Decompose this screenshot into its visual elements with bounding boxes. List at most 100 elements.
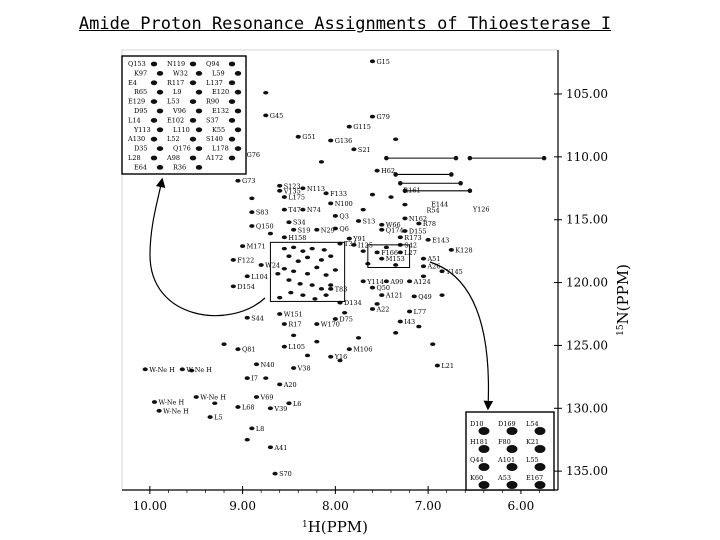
inset-peak: [195, 127, 203, 133]
x-tick-label: 10.00: [133, 499, 167, 513]
peak: [332, 268, 338, 272]
inset-right-label: A101: [497, 456, 515, 464]
inset-right-label: A53: [497, 474, 511, 482]
peak-label: M106: [353, 346, 372, 354]
peak: [416, 221, 422, 226]
peak-label: S83: [256, 209, 269, 217]
peak-label: I7: [251, 375, 258, 383]
peak: [383, 245, 389, 250]
peak-label: G79: [376, 113, 389, 121]
peak: [425, 237, 431, 242]
inset-peak: [234, 127, 242, 133]
inset-right-label: L55: [526, 456, 539, 464]
peak: [277, 183, 283, 188]
peak-label: N40: [261, 361, 275, 369]
peak-label: M153: [386, 255, 405, 263]
peak-label: W-Ne H: [186, 366, 212, 374]
peak: [397, 235, 403, 240]
inset-left-label: V96: [172, 107, 186, 115]
peak: [379, 293, 385, 298]
peak: [314, 265, 320, 270]
inset-peak: [150, 99, 158, 104]
peak-label: L6: [293, 400, 301, 408]
peak: [291, 333, 297, 338]
peak: [295, 134, 301, 139]
peak: [277, 295, 283, 300]
peak: [267, 445, 274, 450]
peak: [369, 59, 376, 64]
inset-peak: [156, 165, 164, 170]
peak: [323, 273, 329, 277]
peak-label: S70: [279, 470, 292, 478]
peak: [448, 247, 454, 252]
inset-right-label: F80: [498, 438, 511, 446]
sidechain-peak: [458, 180, 463, 186]
x-tick-label: 9.00: [229, 499, 256, 513]
peak: [291, 366, 297, 370]
peak: [263, 113, 269, 118]
inset-left-label: L52: [167, 135, 180, 143]
peak: [244, 315, 250, 320]
inset-peak: [189, 80, 197, 86]
peak: [314, 227, 320, 232]
peak: [397, 250, 403, 255]
inset-peak: [156, 89, 164, 95]
page-title: Amide Proton Resonance Assignments of Th…: [78, 14, 612, 34]
peak: [309, 246, 315, 251]
peak: [374, 250, 380, 255]
peak: [434, 363, 441, 368]
sidechain-peak: [453, 155, 459, 161]
peak: [281, 246, 287, 251]
peak-label: S34: [293, 219, 306, 227]
peak: [379, 227, 385, 232]
peak: [369, 192, 376, 197]
sidechain-peak: [393, 172, 398, 177]
peak: [230, 258, 236, 262]
peak-label: A20: [283, 381, 297, 389]
inset-left-label: W32: [173, 69, 188, 77]
pair-label: Y126: [472, 205, 490, 213]
peak-label: Y145: [445, 268, 463, 276]
sidechain-peak: [541, 155, 547, 161]
peak: [291, 269, 297, 274]
peak: [286, 401, 292, 406]
inset-left-label: E4: [128, 79, 137, 87]
peak: [420, 256, 427, 261]
peak-label: G73: [242, 177, 255, 185]
inset-peak: [150, 155, 158, 161]
peak-label: N162: [409, 215, 427, 223]
peak: [235, 178, 241, 183]
inset-peak: [195, 89, 203, 95]
peak: [207, 415, 213, 419]
peak-label: F122: [237, 256, 254, 264]
peak: [267, 406, 274, 411]
inset-left-label: L53: [167, 98, 180, 106]
x-tick-label: 8.00: [322, 499, 349, 513]
peak: [277, 312, 283, 316]
inset-peak: [234, 71, 242, 76]
peak: [402, 202, 408, 207]
peak: [253, 395, 260, 399]
peak-label: L21: [441, 362, 454, 370]
y-tick-label: 105.00: [566, 87, 608, 101]
inset-left-label: L9: [173, 88, 181, 96]
peak: [281, 235, 287, 240]
peak-label: R78: [423, 220, 436, 228]
peak: [351, 242, 357, 247]
peak: [253, 362, 260, 367]
inset-left-label: Q153: [128, 60, 146, 68]
peak: [369, 114, 376, 119]
inset-peak: [534, 445, 546, 453]
pair-label: R161: [403, 187, 420, 195]
y-tick-label: 130.00: [566, 401, 608, 415]
peak: [355, 336, 362, 340]
inset-peak: [506, 481, 518, 489]
inset-left-label: L137: [206, 79, 223, 87]
inset-peak: [156, 127, 164, 133]
peak-label: W170: [321, 321, 340, 329]
pair-label: E144: [431, 200, 448, 208]
peak: [281, 207, 287, 212]
inset-left-label: E102: [167, 116, 184, 124]
peak: [342, 310, 348, 315]
inset-peak: [189, 99, 197, 104]
